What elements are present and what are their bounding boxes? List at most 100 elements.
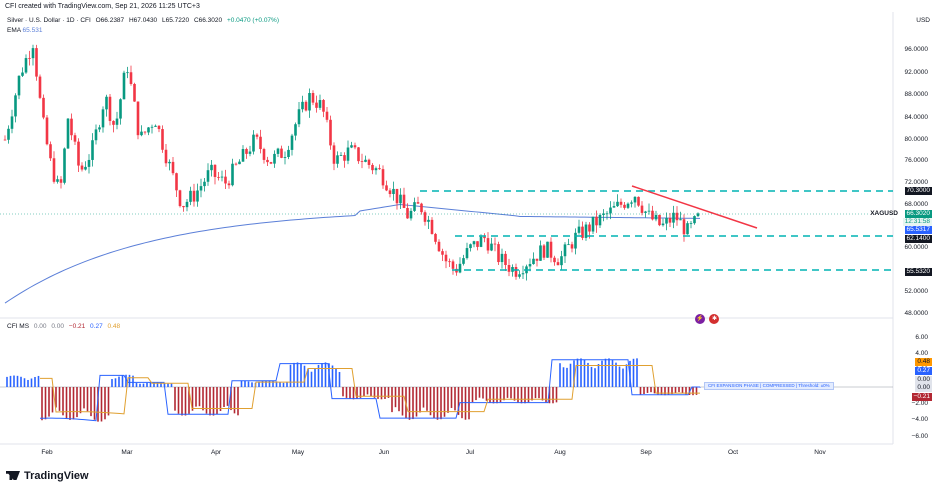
candle-body xyxy=(588,224,591,232)
candle-body xyxy=(115,118,119,125)
histogram-bar xyxy=(48,387,50,417)
candle-body xyxy=(31,48,35,59)
histogram-bar xyxy=(363,387,365,397)
histogram-bar xyxy=(552,387,554,404)
symbol-name[interactable]: Silver · U.S. Dollar · 1D · CFI xyxy=(7,17,91,24)
candle-body xyxy=(518,274,521,277)
close-value: C66.3020 xyxy=(193,17,223,24)
histogram-bar xyxy=(86,387,89,412)
histogram-bar xyxy=(289,364,292,387)
histogram-bar xyxy=(146,382,148,387)
candle-body xyxy=(182,206,185,208)
candle-body xyxy=(101,109,105,128)
candle-body xyxy=(430,219,434,234)
lightning-icon[interactable]: ⚡ xyxy=(695,314,705,324)
ind-tag-d: 0.00 xyxy=(915,384,932,392)
indicator-axis-tick: −6.00 xyxy=(911,433,928,440)
candle-body xyxy=(308,93,311,111)
histogram-bar xyxy=(317,364,320,387)
price-axis-tick: 52.0000 xyxy=(904,288,929,295)
histogram-bar xyxy=(51,387,54,413)
histogram-bar xyxy=(90,387,92,417)
created-by-text: CFI created with TradingView.com, Sep 21… xyxy=(5,3,200,10)
candle-body xyxy=(353,145,357,148)
candle-body xyxy=(147,127,150,133)
currency-label[interactable]: USD xyxy=(916,17,930,24)
candle-body xyxy=(24,58,28,73)
histogram-bar xyxy=(426,387,428,411)
histogram-bar xyxy=(580,358,582,387)
histogram-bar xyxy=(160,382,162,387)
time-axis-tick: Nov xyxy=(814,449,826,456)
histogram-bar xyxy=(167,383,169,387)
histogram-bar xyxy=(478,387,481,398)
us-flag-icon[interactable]: ✱ xyxy=(709,314,720,324)
histogram-bar xyxy=(139,383,141,387)
candle-body xyxy=(59,179,63,183)
histogram-bar xyxy=(447,387,449,413)
candle-body xyxy=(497,244,500,263)
ema-legend[interactable]: EMA 65.531 xyxy=(7,27,42,34)
indicator-label: CFI MS xyxy=(7,323,30,330)
event-icons[interactable]: ⚡ ✱ xyxy=(695,307,720,325)
candle-body xyxy=(203,181,206,187)
candle-body xyxy=(234,163,238,165)
candle-body xyxy=(441,251,444,255)
candle-body xyxy=(339,155,343,156)
candle-body xyxy=(640,205,644,213)
histogram-bar xyxy=(419,387,421,413)
histogram-bar xyxy=(184,387,187,416)
histogram-bar xyxy=(149,382,152,387)
candle-body xyxy=(532,258,535,265)
tradingview-logo[interactable]: TradingView xyxy=(6,470,89,482)
candle-body xyxy=(672,212,675,223)
histogram-bar xyxy=(198,387,201,407)
indicator-axis-tick: 4.00 xyxy=(915,350,928,357)
candle-body xyxy=(108,96,112,121)
candle-body xyxy=(178,190,182,207)
histogram-bar xyxy=(590,366,593,387)
indicator-legend[interactable]: CFI MS 0.00 0.00 −0.21 0.27 0.48 xyxy=(7,323,123,330)
support2-price-tag: 55.5320 xyxy=(904,268,932,276)
candle-body xyxy=(563,244,567,257)
histogram-bar xyxy=(352,387,355,400)
candle-body xyxy=(388,190,392,195)
candle-body xyxy=(560,256,563,266)
histogram-bar xyxy=(79,387,82,414)
histogram-bar xyxy=(604,358,607,387)
histogram-bar xyxy=(265,380,267,387)
histogram-bar xyxy=(646,387,649,393)
price-axis-tick: 76.0000 xyxy=(904,157,929,164)
histogram-bar xyxy=(653,387,656,394)
candle-body xyxy=(350,145,353,148)
price-axis-tick: 92.0000 xyxy=(904,69,929,76)
candle-body xyxy=(276,148,280,154)
histogram-bar xyxy=(587,362,589,387)
candle-body xyxy=(259,136,262,150)
candle-body xyxy=(689,223,693,224)
histogram-bar xyxy=(275,381,278,387)
histogram-bar xyxy=(559,363,561,387)
histogram-bar xyxy=(464,387,467,420)
time-axis-tick: Jul xyxy=(465,449,475,456)
indicator-value-5: 0.48 xyxy=(107,323,121,330)
candle-body xyxy=(84,166,87,170)
histogram-bar xyxy=(443,387,446,417)
histogram-bar xyxy=(202,387,204,411)
symbol-legend[interactable]: Silver · U.S. Dollar · 1D · CFI O66.2387… xyxy=(7,17,282,24)
candle-body xyxy=(378,168,381,170)
candle-body xyxy=(266,159,269,163)
histogram-bar xyxy=(142,383,145,387)
histogram-bar xyxy=(9,375,12,387)
histogram-bar xyxy=(37,375,40,387)
histogram-bar xyxy=(429,387,432,416)
candle-body xyxy=(91,140,94,160)
candle-body xyxy=(273,153,276,164)
candle-body xyxy=(686,223,689,235)
candle-body xyxy=(567,244,570,246)
candle-body xyxy=(150,126,154,128)
histogram-bar xyxy=(685,387,687,395)
candle-body xyxy=(315,102,318,108)
candle-body xyxy=(189,190,192,202)
